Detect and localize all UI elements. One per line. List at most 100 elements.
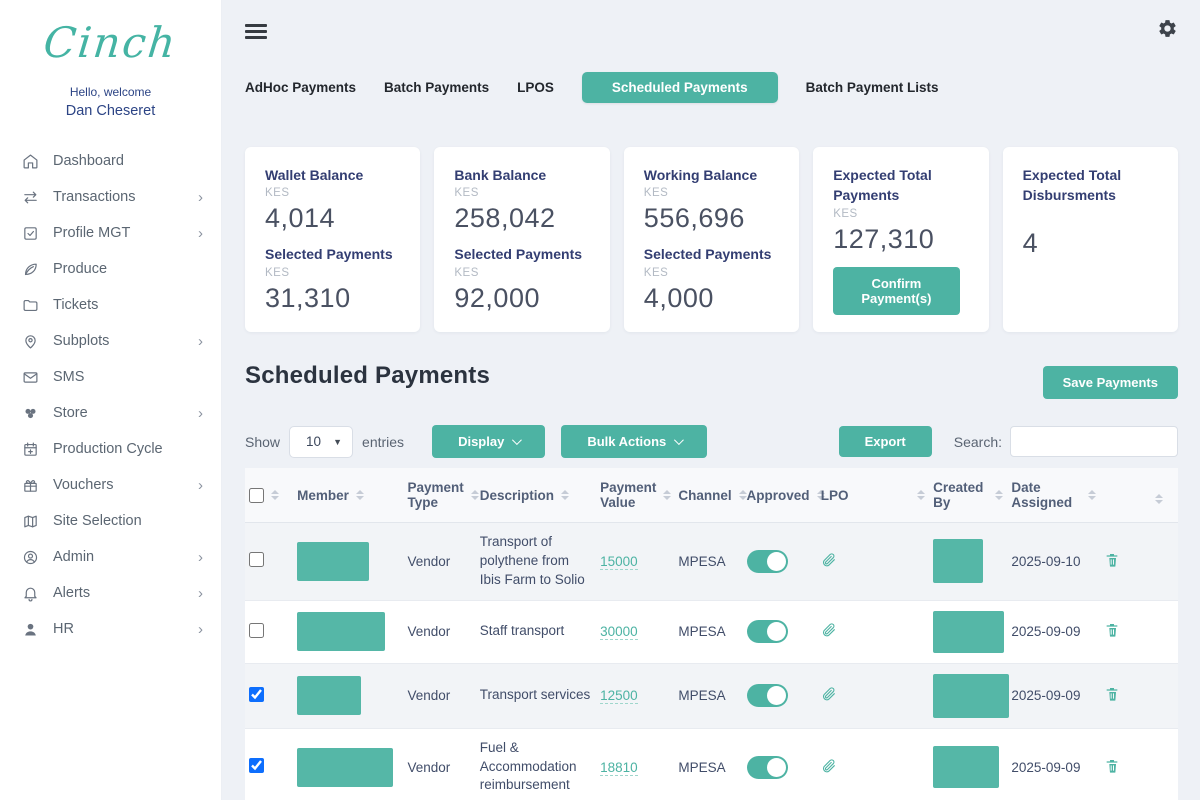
chevron-down-icon (674, 435, 685, 446)
paperclip-icon[interactable] (821, 553, 837, 571)
balance-cards: Wallet Balance KES 4,014 Selected Paymen… (245, 147, 1178, 332)
lpo-header[interactable]: LPO (816, 468, 930, 523)
hamburger-menu-icon[interactable] (245, 21, 267, 42)
sidebar-item-site-selection[interactable]: Site Selection (18, 503, 207, 539)
card-value: 4 (1022, 227, 1039, 258)
delete-icon[interactable] (1104, 688, 1120, 705)
paperclip-icon[interactable] (821, 623, 837, 641)
channel-cell: MPESA (678, 688, 726, 704)
created-by-header[interactable]: Created By (929, 468, 1008, 523)
payment-type-cell: Vendor (407, 553, 451, 569)
folder-icon (23, 299, 38, 311)
chevron-right-icon: › (198, 188, 203, 206)
delete-icon[interactable] (1104, 624, 1120, 641)
description-header[interactable]: Description (475, 468, 597, 523)
payment-value-link[interactable]: 18810 (600, 759, 638, 776)
confirm-payments-button[interactable]: Confirm Payment(s) (833, 266, 960, 315)
card-value: 556,696 (643, 203, 745, 234)
working-balance-card: Working Balance KES 556,696 Selected Pay… (623, 147, 800, 332)
row-checkbox[interactable] (249, 622, 264, 638)
created-by-redacted-block (933, 746, 1000, 788)
date-assigned-cell: 2025-09-10 (1011, 553, 1081, 569)
sidebar-item-produce[interactable]: Produce (18, 251, 207, 287)
channel-cell: MPESA (678, 759, 726, 775)
member-redacted-block (297, 541, 370, 581)
row-checkbox[interactable] (249, 686, 264, 702)
sidebar-item-alerts[interactable]: Alerts › (18, 575, 207, 611)
sidebar-item-hr[interactable]: HR › (18, 611, 207, 647)
section-header: Scheduled Payments Save Payments (245, 362, 1178, 399)
payment-value-link[interactable]: 12500 (600, 688, 638, 705)
tab-batch-payments[interactable]: Batch Payments (384, 80, 490, 95)
sidebar-item-profile-mgt[interactable]: Profile MGT › (18, 215, 207, 251)
map-icon (24, 515, 37, 527)
delete-icon[interactable] (1104, 553, 1120, 571)
currency-label: KES (833, 207, 858, 220)
topbar (245, 18, 1178, 44)
payment-tabs: AdHoc Payments Batch Payments LPOS Sched… (245, 72, 1178, 103)
sort-icon (816, 490, 825, 500)
calendar-plus-icon (24, 442, 37, 456)
chevron-right-icon: › (198, 476, 203, 494)
approved-toggle[interactable] (746, 755, 788, 779)
card-subtitle: Selected Payments (643, 246, 772, 263)
payment-value-link[interactable]: 15000 (600, 553, 638, 570)
sidebar-item-tickets[interactable]: Tickets (18, 287, 207, 323)
tab-lpos[interactable]: LPOS (517, 80, 554, 95)
approved-toggle[interactable] (746, 549, 788, 573)
currency-label: KES (643, 187, 669, 200)
sidebar-item-production-cycle[interactable]: Production Cycle (18, 431, 207, 467)
description-cell: Fuel & Accommodation reimbursement (479, 739, 577, 793)
sidebar-item-dashboard[interactable]: Dashboard (18, 143, 207, 179)
page-size-value: 10 (306, 434, 322, 449)
search-input[interactable] (1010, 426, 1178, 457)
channel-header[interactable]: Channel (674, 468, 747, 523)
sidebar-item-sms[interactable]: SMS (18, 359, 207, 395)
greeting-text: Hello, welcome (69, 85, 152, 99)
member-redacted-block (297, 612, 386, 652)
payment-type-header[interactable]: Payment Type (403, 468, 479, 523)
extra-header[interactable] (1147, 468, 1178, 523)
description-cell: Staff transport (479, 623, 565, 639)
wallet-balance-card: Wallet Balance KES 4,014 Selected Paymen… (245, 147, 421, 332)
tab-adhoc-payments[interactable]: AdHoc Payments (245, 80, 357, 95)
paperclip-icon[interactable] (821, 758, 837, 777)
sidebar-item-admin[interactable]: Admin › (18, 539, 207, 575)
delete-icon[interactable] (1104, 759, 1120, 777)
page-title: Scheduled Payments (245, 362, 491, 389)
sidebar-item-vouchers[interactable]: Vouchers › (18, 467, 207, 503)
payment-value-header[interactable]: Payment Value (596, 468, 675, 523)
sidebar-item-store[interactable]: Store › (18, 395, 207, 431)
sort-icon (663, 490, 672, 500)
scheduled-payments-table: Member Payment Type Description Payment … (245, 468, 1178, 800)
select-all-checkbox[interactable] (249, 487, 264, 503)
save-payments-button[interactable]: Save Payments (1042, 366, 1178, 399)
check-square-icon (24, 226, 37, 240)
select-all-header[interactable] (245, 468, 294, 523)
transactions-icon (24, 191, 37, 203)
sidebar-item-transactions[interactable]: Transactions › (18, 179, 207, 215)
card-subvalue: 92,000 (454, 282, 540, 313)
main-content: AdHoc Payments Batch Payments LPOS Sched… (222, 0, 1200, 800)
approved-toggle[interactable] (746, 620, 788, 644)
approved-header[interactable]: Approved (742, 468, 825, 523)
row-checkbox[interactable] (249, 758, 264, 773)
card-title: Expected Total Disbursments (1022, 167, 1122, 204)
payment-value-link[interactable]: 30000 (600, 624, 638, 641)
tab-batch-payment-lists[interactable]: Batch Payment Lists (805, 80, 939, 95)
member-header[interactable]: Member (293, 468, 404, 523)
page-size-select[interactable]: 10 ▼ (289, 425, 354, 458)
caret-down-icon: ▼ (333, 436, 343, 447)
settings-gear-icon[interactable] (1157, 18, 1178, 44)
approved-toggle[interactable] (746, 684, 788, 708)
table-controls: Show 10 ▼ entries Display Bulk Actions E… (245, 425, 1178, 458)
sidebar-item-subplots[interactable]: Subplots › (18, 323, 207, 359)
member-redacted-block (297, 747, 394, 787)
paperclip-icon[interactable] (821, 687, 837, 705)
export-button[interactable]: Export (838, 426, 932, 457)
bulk-actions-dropdown-button[interactable]: Bulk Actions (561, 425, 708, 458)
row-checkbox[interactable] (249, 552, 264, 568)
date-assigned-header[interactable]: Date Assigned (1007, 468, 1100, 523)
tab-scheduled-payments[interactable]: Scheduled Payments (581, 72, 778, 103)
display-dropdown-button[interactable]: Display (432, 425, 546, 458)
